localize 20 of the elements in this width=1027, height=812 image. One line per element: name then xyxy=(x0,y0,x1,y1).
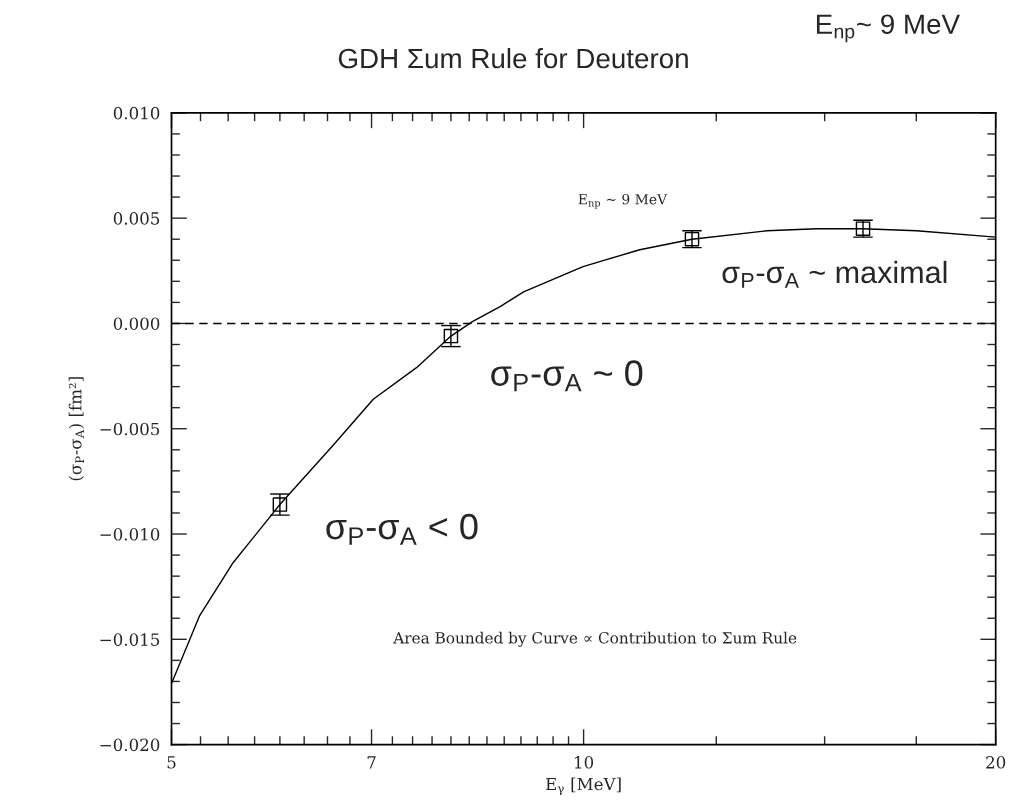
annotation: E$_{np}$ ~ 9 MeV xyxy=(578,193,668,209)
x-tick-label: 5 xyxy=(167,756,176,769)
y-tick-label: 0.000 xyxy=(113,317,160,331)
annotation: σ$_{P}$-σ$_{A}$ ~ maximal xyxy=(722,260,947,288)
x-tick-label: 10 xyxy=(575,756,594,769)
annotation: σ$_{P}$-σ$_{A}$ < 0 xyxy=(326,513,478,545)
y-axis-title: (σ$_{P}$-σ$_{A}$) [fm²] xyxy=(68,377,84,481)
annotation: σ$_{P}$-σ$_{A}$ ~ 0 xyxy=(491,360,643,392)
y-tick-label: 0.005 xyxy=(113,212,160,225)
y-tick-label: −0.015 xyxy=(100,633,160,646)
chart-title: GDH Σum Rule for Deuteron xyxy=(338,47,688,69)
text: E$_{np}$~ 9 MeV xyxy=(816,14,960,43)
x-axis-title: E$_{γ}$ [MeV] xyxy=(546,777,621,796)
x-tick-label: 20 xyxy=(986,756,1006,769)
y-tick-label: 0.010 xyxy=(113,106,160,120)
annotation: Area Bounded by Curve ∝ Contribution to Σum Rule xyxy=(393,631,797,647)
y-tick-label: −0.020 xyxy=(100,738,160,752)
y-tick-label: −0.005 xyxy=(100,422,160,436)
y-tick-label: −0.010 xyxy=(100,527,160,541)
x-tick-label: 7 xyxy=(367,756,376,769)
